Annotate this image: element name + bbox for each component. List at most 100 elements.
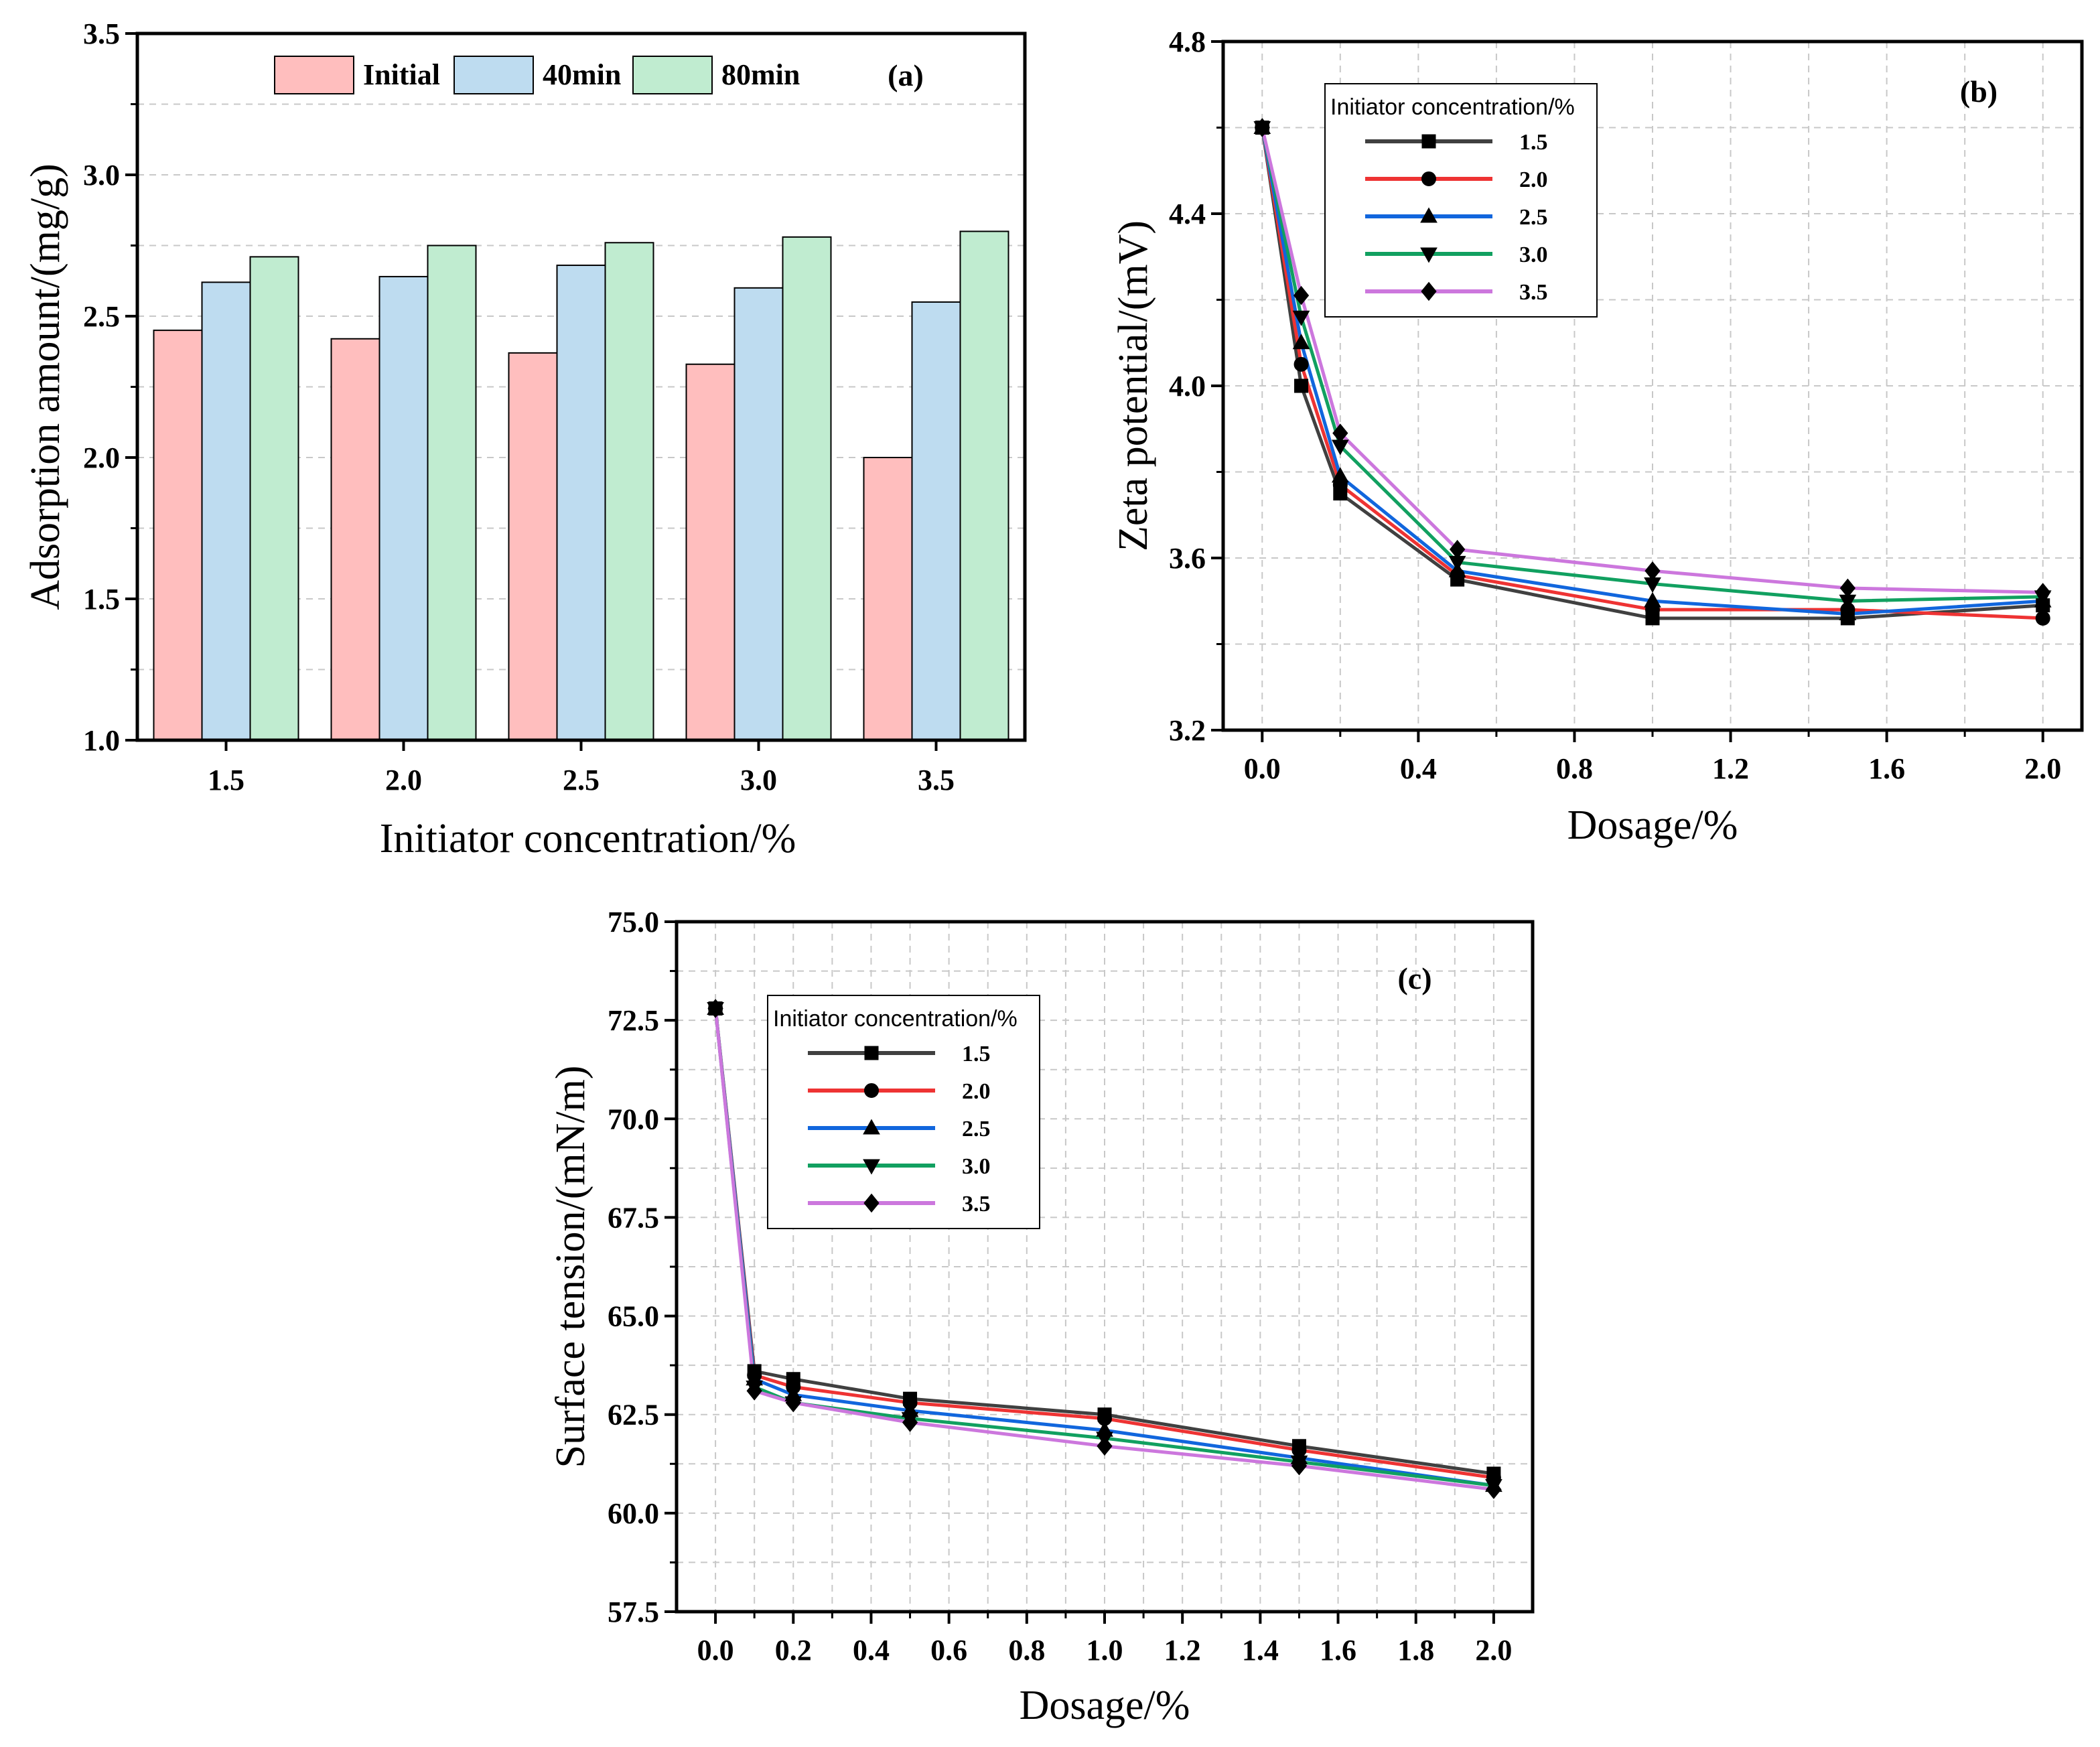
y-tick-label: 2.5 [83,300,120,333]
bar-80min-3.0 [782,236,832,741]
legend-title: Initiator concentration/% [773,1006,1018,1032]
point-3.5-1.5 [1839,578,1856,598]
bar-40min-3.0 [733,287,784,741]
point-3.0-0.1 [1292,310,1310,326]
bar-40min-2.0 [378,275,429,742]
bar-40min-2.5 [556,265,606,742]
x-tick-label: 0.8 [1008,1634,1045,1667]
x-tick-label: 0.6 [930,1634,967,1667]
y-tick-label: 4.4 [1169,198,1206,230]
legend-swatch-40min [453,56,534,94]
point-2.5-0.2 [1331,467,1349,483]
point-1.5-0.1 [1294,378,1309,393]
legend-label-1.5: 1.5 [962,1042,991,1066]
point-3.5-0.5 [902,1413,918,1432]
legend-label-2.5: 2.5 [1519,205,1548,230]
legend-title: Initiator concentration/% [1330,94,1575,120]
x-tick-label: 0.0 [1244,752,1281,785]
legend-marker-2.5 [863,1119,880,1135]
y-axis-label: Zeta potential/(mV) [1111,220,1156,551]
point-2.5-1 [1644,591,1661,608]
y-tick-label: 67.5 [608,1201,659,1234]
x-tick-label: 1.2 [1712,752,1749,785]
x-tick-label: 0.4 [853,1634,890,1667]
point-3.5-1 [1644,561,1661,581]
legend-marker-3.0 [863,1159,880,1175]
point-3.5-1 [1097,1436,1113,1456]
x-tick-label: 1.8 [1397,1634,1434,1667]
y-tick-label: 60.0 [608,1497,659,1530]
y-tick-label: 1.5 [83,583,120,616]
bar-Initial-2.5 [508,352,558,741]
point-3.5-0.1 [1293,285,1310,305]
bar-80min-1.5 [249,256,299,741]
bar-Initial-3.0 [685,363,736,741]
x-tick-label: 0.4 [1400,752,1437,785]
y-tick-label: 3.0 [83,159,120,192]
panel-a-bar-chart: 1.0 1.5 2.0 2.5 3.0 3.5 1.5 2.0 2.5 3.0 3.5 Initiat… [23,17,1027,861]
y-tick-label: 70.0 [608,1103,659,1135]
point-3.5-0 [707,999,723,1018]
legend-label-2.5: 2.5 [962,1117,991,1141]
panel-c-surface-tension-chart: 57.5 60.0 62.5 65.0 67.5 70.0 72.5 75.0 0.0 0.2 0.… [548,906,1535,1728]
point-2.5-0.1 [1292,334,1310,350]
y-tick-label: 65.0 [608,1300,659,1333]
x-tick-label: 1.6 [1868,752,1905,785]
x-tick-label: 3.0 [740,764,777,796]
x-tick-label: 0.8 [1556,752,1593,785]
legend-marker-1.5 [864,1046,879,1060]
y-tick-label: 4.8 [1169,25,1206,58]
panel-b-zeta-potential-chart: 3.2 3.6 4.0 4.4 4.8 0.0 0.4 0.8 1.2 1.6 2.0 Dosage/… [1111,25,2084,848]
point-3.5-0.2 [1332,423,1348,443]
y-tick-label: 3.6 [1169,542,1206,575]
y-tick-label: 1.0 [83,724,120,757]
x-axis-label: Initiator concentration/% [380,816,796,861]
x-tick-label: 0.0 [697,1634,734,1667]
legend-box [1324,83,1598,318]
legend-marker-3.5 [863,1193,880,1213]
legend-label-Initial: Initial [363,58,440,91]
panel-label-b: (b) [1960,74,1998,109]
legend-marker-2.5 [1420,207,1438,223]
point-3.5-0.5 [1449,539,1466,559]
legend-label-2.0: 2.0 [962,1079,991,1104]
bar-Initial-3.5 [863,457,913,741]
bar-80min-2.5 [604,242,654,741]
point-3.5-0 [1254,118,1270,137]
bar-80min-3.5 [959,230,1009,741]
bar-40min-3.5 [911,301,961,741]
y-tick-label: 75.0 [608,906,659,938]
point-3.5-1.5 [1291,1456,1308,1476]
x-tick-label: 1.5 [208,764,244,796]
bar-40min-1.5 [201,281,251,741]
legend-marker-2.0 [1421,171,1436,186]
y-tick-label: 4.0 [1169,370,1206,403]
x-tick-label: 2.0 [2024,752,2061,785]
x-tick-label: 1.0 [1087,1634,1123,1667]
x-tick-label: 2.0 [385,764,422,796]
legend-label-3.0: 3.0 [1519,242,1548,267]
panel-label-c: (c) [1397,961,1431,995]
legend-marker-3.5 [1421,281,1437,301]
legend-marker-1.5 [1421,134,1436,149]
point-3.5-0.1 [746,1381,762,1401]
point-3.5-0.2 [785,1393,801,1413]
x-axis-label: Dosage/% [1567,802,1738,848]
y-tick-label: 2.0 [83,441,120,474]
point-3.5-2 [2035,583,2051,602]
legend-label-3.5: 3.5 [1519,280,1548,305]
y-tick-label: 3.2 [1169,714,1206,747]
point-3.5-2 [1486,1480,1502,1499]
bar-Initial-1.5 [153,330,203,742]
y-axis-label: Surface tension/(mN/m) [548,1066,593,1468]
bar-80min-2.0 [427,244,477,741]
x-axis-label: Dosage/% [1020,1683,1190,1728]
x-tick-label: 2.5 [563,764,600,796]
legend-swatch-Initial [274,56,354,94]
x-tick-label: 1.4 [1242,1634,1279,1667]
legend-marker-3.0 [1420,247,1438,263]
x-tick-label: 1.2 [1164,1634,1201,1667]
y-tick-label: 72.5 [608,1004,659,1037]
legend-label-40min: 40min [543,58,621,91]
